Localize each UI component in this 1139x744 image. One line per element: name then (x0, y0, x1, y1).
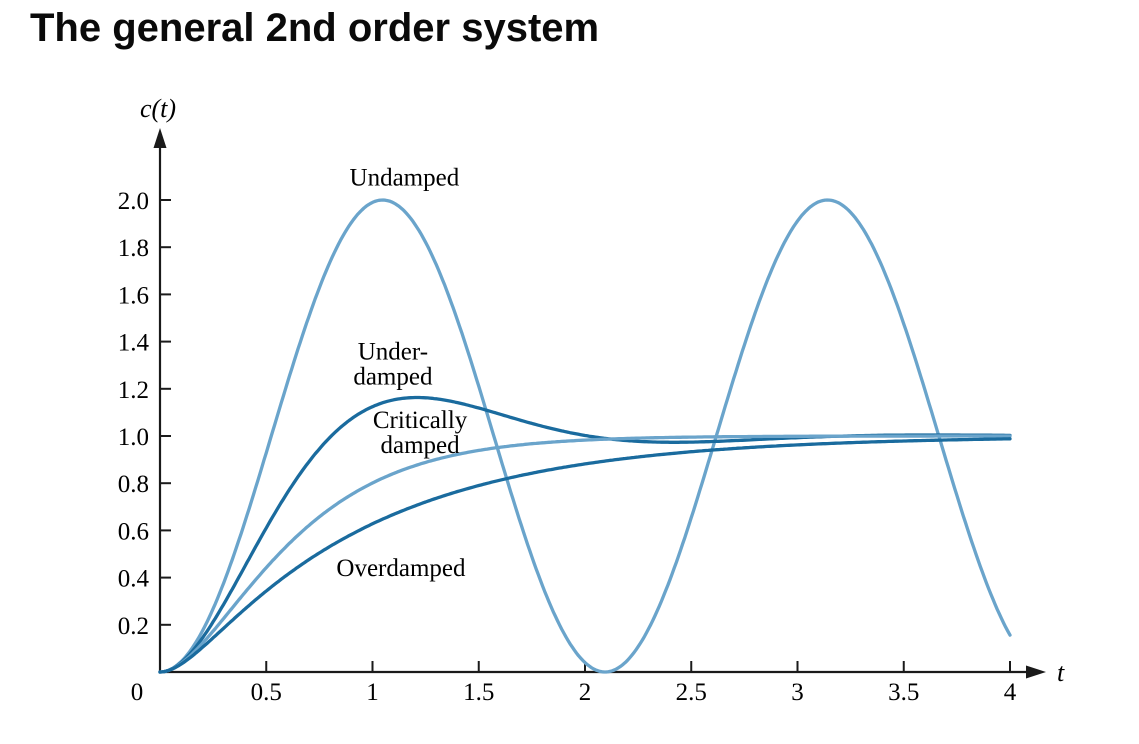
x-tick-label: 3.5 (888, 679, 919, 706)
y-tick-label: 1.6 (118, 282, 149, 309)
x-axis-arrowhead (1026, 665, 1046, 679)
y-tick-label: 0.4 (118, 566, 150, 593)
curve-label-line: Overdamped (336, 555, 466, 582)
x-tick-label: 4 (1004, 679, 1017, 706)
curve-label-undamped: Undamped (350, 164, 460, 191)
curve-label-line: damped (381, 432, 461, 459)
page-title: The general 2nd order system (30, 6, 600, 50)
y-tick-label: 1.4 (118, 330, 150, 357)
curve-overdamped (158, 437, 1012, 674)
x-tick-label: 2.5 (676, 679, 707, 706)
x-axis-label: t (1057, 658, 1065, 687)
curve-label-line: Critically (373, 407, 468, 434)
curve-undamped (158, 198, 1012, 674)
y-tick-label: 0.6 (118, 518, 149, 545)
y-tick-label: 1.2 (118, 377, 149, 404)
curve-label-underdamped: Under-damped (353, 338, 433, 390)
y-tick-label: 2.0 (118, 188, 149, 215)
x-tick-label: 1.5 (463, 679, 494, 706)
y-tick-label: 1.8 (118, 235, 149, 262)
y-axis-label: c(t) (140, 94, 176, 123)
x-tick-label: 0.5 (251, 679, 282, 706)
y-axis-arrowhead (153, 128, 167, 148)
curve-label-critically-damped: Critically damped (373, 407, 468, 459)
y-tick-label: 1.0 (118, 424, 149, 451)
curve-label-line: damped (353, 363, 433, 390)
y-tick-label: 0.2 (118, 613, 149, 640)
x-tick-label: 0 (131, 679, 144, 706)
y-tick-label: 0.8 (118, 471, 149, 498)
curve-label-line: Undamped (350, 164, 460, 191)
x-tick-label: 1 (366, 679, 379, 706)
curve-label-overdamped: Overdamped (336, 555, 466, 582)
x-tick-label: 3 (791, 679, 804, 706)
x-tick-label: 2 (579, 679, 592, 706)
curve-label-line: Under- (358, 338, 428, 365)
curve-critically-damped (158, 434, 1012, 674)
